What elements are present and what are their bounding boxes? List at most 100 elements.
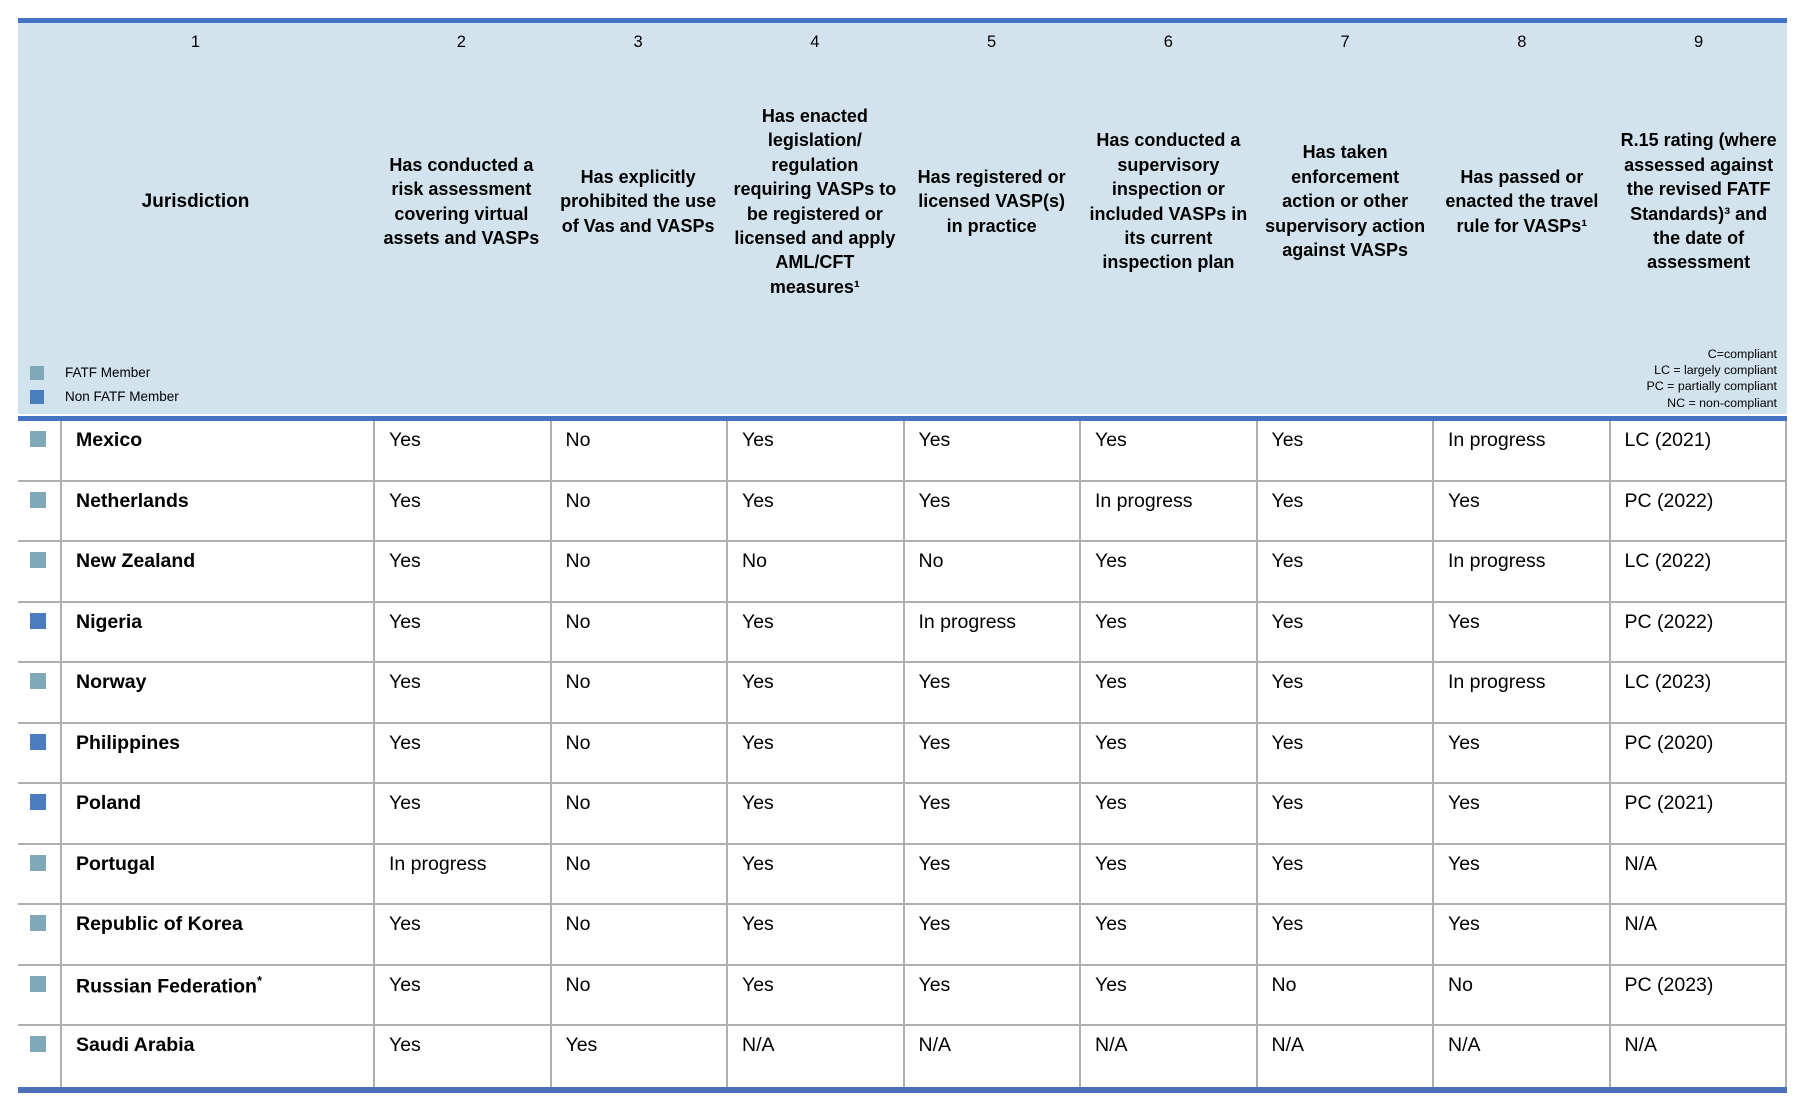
member-square-icon <box>30 431 46 447</box>
column-number: 2 <box>456 33 466 51</box>
column-header: Has enacted legislation/ regulation requ… <box>733 105 897 297</box>
jurisdiction-cell: Republic of Korea <box>60 905 373 964</box>
value-cell: In progress <box>1432 542 1609 601</box>
jurisdiction-footnote-marker: * <box>256 972 263 988</box>
value-cell: In progress <box>1432 421 1609 480</box>
legend-label: Non FATF Member <box>65 389 179 404</box>
value-cell: N/A <box>1608 905 1786 964</box>
table-header: 1 2 3 4 5 6 7 8 9 Jurisdiction Has conducted a ri… <box>18 23 1787 414</box>
value-cell: N/A <box>1432 1026 1609 1087</box>
value-cell: Yes <box>726 784 903 843</box>
value-cell: Yes <box>373 663 550 722</box>
column-header: R.15 rating (where assessed against the … <box>1620 130 1777 273</box>
column-number: 5 <box>987 33 997 51</box>
value-cell: Yes <box>373 421 550 480</box>
table-row: Poland Yes No Yes Yes Yes Yes Yes PC (2021) <box>18 784 1787 845</box>
value-cell: Yes <box>902 481 1080 540</box>
value-cell: Yes <box>373 905 550 964</box>
value-cell: Yes <box>1255 663 1433 722</box>
member-square-icon <box>30 612 46 629</box>
value-cell: Yes <box>373 965 550 1024</box>
jurisdiction-cell: Philippines <box>60 723 373 782</box>
value-cell: Yes <box>726 965 903 1024</box>
jurisdiction-cell: Poland <box>60 784 373 843</box>
jurisdiction-name: Norway <box>76 671 147 693</box>
value-cell: Yes <box>373 723 550 782</box>
member-square-icon <box>30 794 46 810</box>
value-cell: Yes <box>902 965 1080 1024</box>
member-square-icon <box>30 915 46 931</box>
member-square-icon <box>30 975 46 992</box>
jurisdiction-name: Mexico <box>76 429 143 451</box>
member-cell <box>18 784 60 843</box>
value-cell: No <box>1432 965 1609 1024</box>
value-cell: Yes <box>902 844 1080 903</box>
jurisdiction-name: Republic of Korea <box>76 913 243 935</box>
column-number-row: 1 2 3 4 5 6 7 8 9 <box>18 33 1787 59</box>
value-cell: Yes <box>1255 481 1433 540</box>
column-number: 1 <box>190 33 201 51</box>
value-cell: Yes <box>1079 965 1256 1024</box>
column-header: Has conducted a supervisory inspection o… <box>1089 130 1248 273</box>
column-header: Has registered or licensed VASP(s) in pr… <box>917 166 1066 236</box>
value-cell: Yes <box>1079 542 1256 601</box>
value-cell: N/A <box>1608 844 1786 903</box>
value-cell: Yes <box>1079 844 1256 903</box>
column-header: Has passed or enacted the travel rule fo… <box>1445 166 1599 236</box>
column-header: Has conducted a risk assessment covering… <box>383 154 540 248</box>
value-cell: Yes <box>373 602 550 661</box>
table-row: Netherlands Yes No Yes Yes In progress Yes Yes P… <box>18 481 1787 542</box>
value-cell: Yes <box>1255 784 1433 843</box>
column-number: 3 <box>633 33 643 51</box>
table-body: Mexico Yes No Yes Yes Yes Yes In progress LC (20… <box>18 421 1787 1087</box>
column-header: Jurisdiction <box>141 190 250 212</box>
value-cell: PC (2020) <box>1608 723 1786 782</box>
legend-item: FATF Member <box>30 365 179 380</box>
value-cell: Yes <box>1079 723 1256 782</box>
member-cell <box>18 421 60 480</box>
value-cell: Yes <box>373 481 550 540</box>
jurisdiction-cell: Russian Federation* <box>60 965 373 1024</box>
value-cell: Yes <box>1255 602 1433 661</box>
column-number: 4 <box>810 33 820 51</box>
member-cell <box>18 905 60 964</box>
jurisdiction-name: Portugal <box>76 852 156 875</box>
table-row: Mexico Yes No Yes Yes Yes Yes In progress LC (20… <box>18 421 1787 482</box>
value-cell: No <box>549 723 727 782</box>
value-cell: Yes <box>1432 481 1609 540</box>
jurisdiction-name: Saudi Arabia <box>76 1034 195 1056</box>
value-cell: Yes <box>1255 542 1433 601</box>
column-number: 8 <box>1517 33 1527 51</box>
value-cell: No <box>549 844 727 903</box>
value-cell: Yes <box>902 905 1080 964</box>
column-number: 7 <box>1340 33 1350 51</box>
value-cell: No <box>1255 965 1433 1024</box>
value-cell: No <box>549 905 727 964</box>
table-row: Portugal In progress No Yes Yes Yes Yes Yes N/A <box>18 844 1787 905</box>
jurisdiction-cell: Mexico <box>60 421 373 480</box>
value-cell: No <box>549 784 727 843</box>
value-cell: Yes <box>726 481 903 540</box>
value-cell: Yes <box>1255 723 1433 782</box>
value-cell: Yes <box>1432 723 1609 782</box>
table-bottom-border <box>18 1086 1787 1093</box>
column-header-row: Jurisdiction Has conducted a risk assessm… <box>18 51 1787 352</box>
table-row: Norway Yes No Yes Yes Yes Yes In progress LC (20… <box>18 663 1787 724</box>
vasp-supervision-table: 1 2 3 4 5 6 7 8 9 Jurisdiction Has conducted a ri… <box>18 18 1787 1093</box>
value-cell: N/A <box>1608 1026 1786 1087</box>
jurisdiction-cell: Saudi Arabia <box>60 1026 373 1087</box>
member-square-icon <box>30 673 46 689</box>
rating-key-line: PC = partially compliant <box>1646 379 1777 394</box>
jurisdiction-cell: Netherlands <box>60 481 373 540</box>
value-cell: No <box>549 663 727 722</box>
jurisdiction-name: Russian Federation <box>76 975 257 997</box>
table-row: New Zealand Yes No No No Yes Yes In progress LC … <box>18 542 1787 603</box>
value-cell: In progress <box>902 602 1080 661</box>
value-cell: Yes <box>1079 602 1256 661</box>
value-cell: LC (2023) <box>1608 663 1786 722</box>
table-row: Philippines Yes No Yes Yes Yes Yes Yes PC (2020) <box>18 723 1787 784</box>
jurisdiction-cell: Portugal <box>60 844 373 903</box>
membership-legend: FATF Member Non FATF Member <box>30 356 179 404</box>
member-square-icon <box>30 389 44 404</box>
value-cell: No <box>726 542 903 601</box>
